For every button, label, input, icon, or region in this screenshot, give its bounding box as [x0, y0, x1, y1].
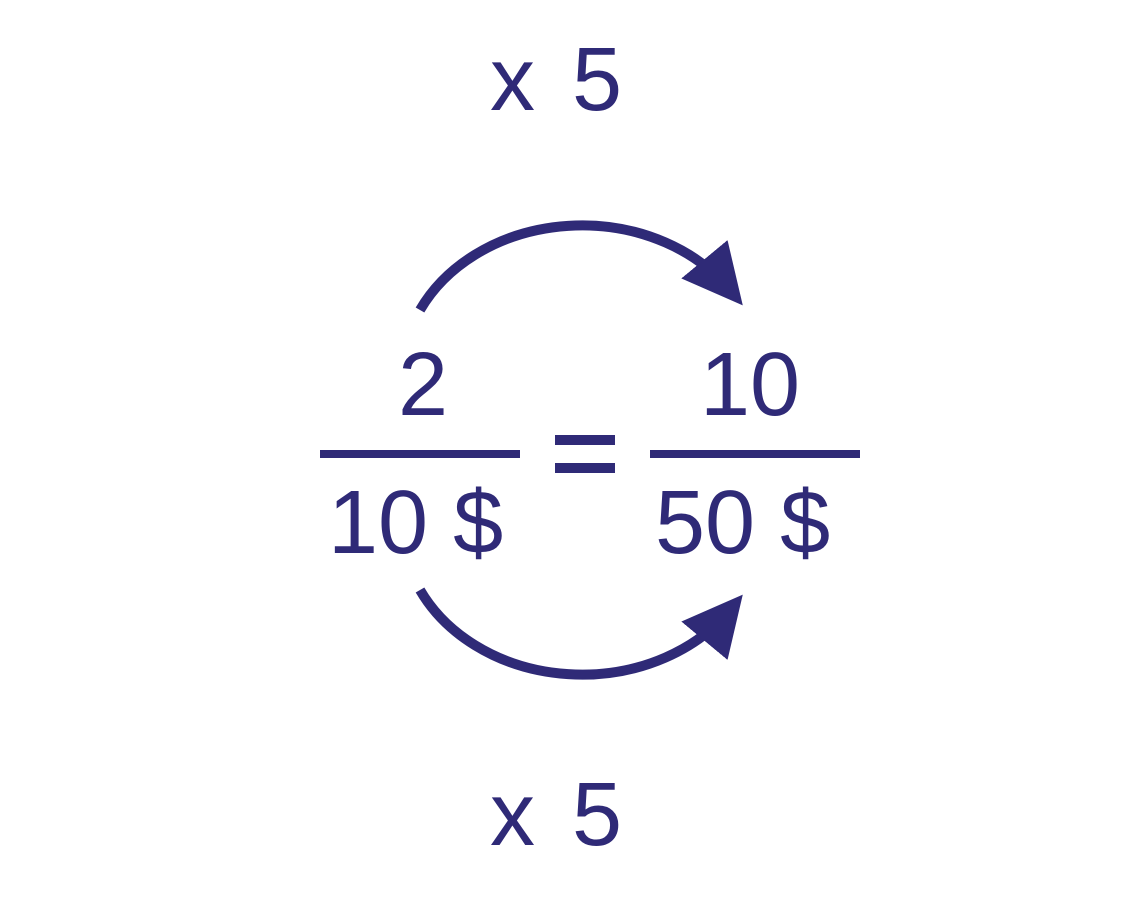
equals-sign [555, 435, 615, 491]
top-multiplier-label: x 5 [490, 35, 628, 125]
diagram-stage: x 5 2 10 $ 10 50 $ x 5 [0, 0, 1146, 897]
right-fraction-bar [650, 450, 860, 458]
left-numerator: 2 [398, 340, 448, 430]
right-numerator: 10 [700, 340, 800, 430]
top-arrow [400, 150, 760, 320]
bottom-multiplier-label: x 5 [490, 770, 628, 860]
bottom-arrow [400, 580, 760, 750]
left-denominator: 10 $ [328, 478, 503, 568]
right-denominator: 50 $ [655, 478, 830, 568]
left-fraction-bar [320, 450, 520, 458]
